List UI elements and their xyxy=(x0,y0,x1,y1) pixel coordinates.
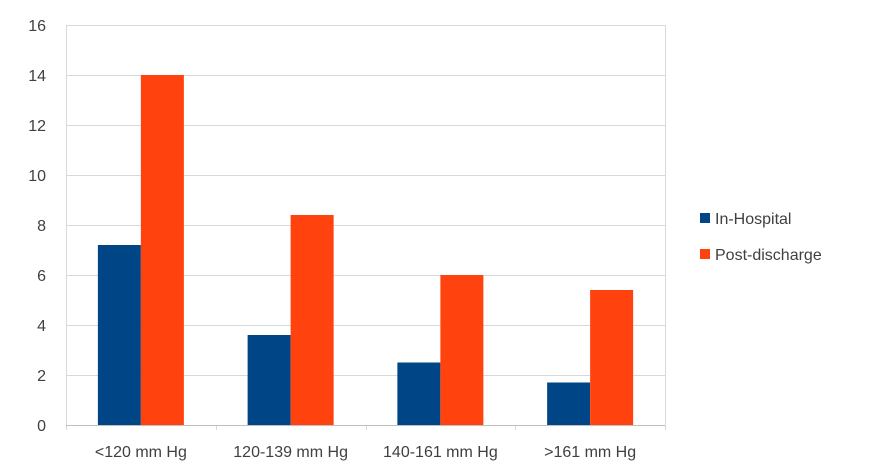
bar-in-hospital-3 xyxy=(547,382,591,425)
bars xyxy=(97,75,634,425)
y-tick-label: 6 xyxy=(37,268,46,285)
bar-in-hospital-1 xyxy=(247,335,291,425)
y-tick-label: 4 xyxy=(37,318,46,335)
bar-in-hospital-0 xyxy=(97,245,141,425)
x-category-label: 140-161 mm Hg xyxy=(383,444,498,461)
x-category-label: >161 mm Hg xyxy=(544,444,636,461)
bar-post-discharge-1 xyxy=(290,215,334,425)
y-tick-label: 14 xyxy=(28,68,46,85)
y-tick-label: 2 xyxy=(37,368,46,385)
y-tick-label: 10 xyxy=(28,168,46,185)
bar-in-hospital-2 xyxy=(397,362,441,425)
bar-post-discharge-2 xyxy=(440,275,484,425)
legend: In-Hospital Post-discharge xyxy=(700,211,822,264)
x-category-label: <120 mm Hg xyxy=(95,444,187,461)
axes xyxy=(66,25,666,430)
y-tick-label: 8 xyxy=(37,218,46,235)
legend-label: In-Hospital xyxy=(715,211,791,228)
bar-post-discharge-0 xyxy=(140,75,184,425)
x-category-label: 120-139 mm Hg xyxy=(233,444,348,461)
legend-label: Post-discharge xyxy=(715,247,822,264)
x-category-labels: <120 mm Hg 120-139 mm Hg 140-161 mm Hg >161… xyxy=(95,444,636,461)
legend-swatch-in-hospital xyxy=(700,213,710,223)
y-tick-label: 12 xyxy=(28,118,46,135)
bar-post-discharge-3 xyxy=(590,290,634,425)
legend-swatch-post-discharge xyxy=(700,249,710,259)
y-tick-labels: 0 2 4 6 8 10 12 14 16 xyxy=(28,18,46,435)
y-tick-label: 16 xyxy=(28,18,46,35)
y-tick-label: 0 xyxy=(37,418,46,435)
